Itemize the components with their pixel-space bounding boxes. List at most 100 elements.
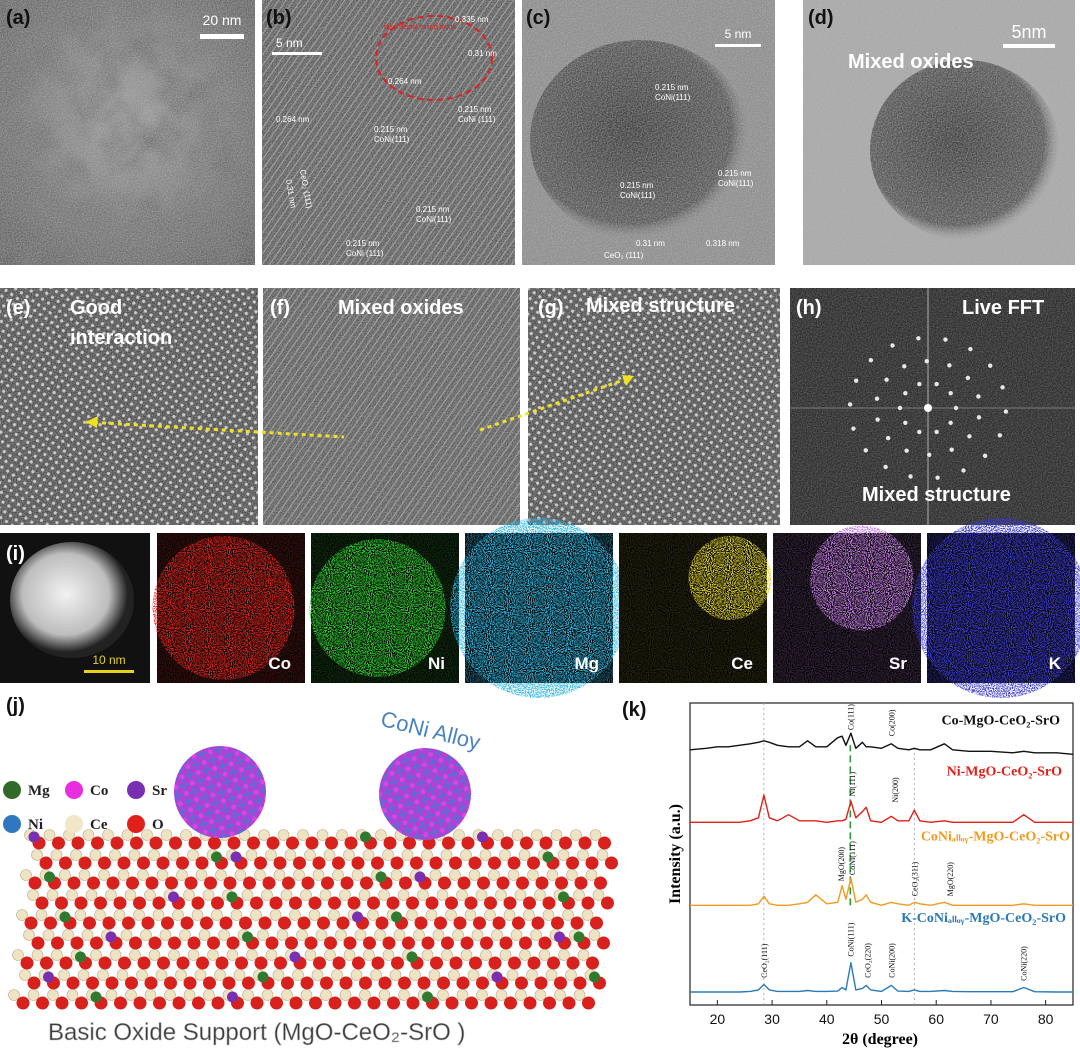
annotation: 0.335 nm: [455, 15, 489, 24]
atom: [145, 876, 159, 890]
panel-label: (h): [796, 297, 822, 319]
atom: [137, 856, 150, 870]
atom: [98, 956, 112, 970]
atom: [484, 909, 496, 921]
annotation: 0.215 nm: [620, 181, 654, 190]
atom: [434, 916, 447, 930]
atom: [406, 996, 420, 1010]
peak-label: Co(111): [846, 704, 855, 730]
atom: [413, 929, 425, 941]
arrow-head: [622, 375, 634, 386]
scale-bar: [272, 52, 322, 55]
atom: [526, 969, 538, 981]
atom: [42, 929, 55, 941]
peak-label: CoNi(111): [848, 841, 857, 875]
atom: [309, 996, 322, 1010]
atom: [242, 989, 254, 1001]
atom: [125, 989, 137, 1001]
atom: [601, 896, 614, 910]
atom: [573, 931, 585, 943]
peak-label: Co(200): [887, 709, 896, 736]
atom: [243, 876, 256, 890]
x-tick-label: 50: [874, 1011, 890, 1027]
atom: [382, 936, 396, 950]
atom: [527, 869, 539, 881]
atom: [320, 989, 332, 1001]
atom: [300, 976, 314, 990]
atom: [495, 889, 507, 901]
atom: [319, 889, 332, 901]
panel-label: (f): [270, 297, 290, 319]
atom: [126, 876, 139, 890]
atom: [300, 989, 313, 1001]
highlight-circle: [375, 15, 493, 101]
atom: [274, 956, 287, 970]
atom: [590, 916, 603, 930]
atom: [351, 869, 364, 881]
atom: [257, 929, 269, 941]
atom: [325, 836, 338, 850]
panel-label: (b): [266, 7, 292, 29]
atom: [375, 829, 387, 841]
eds-signal: [450, 518, 628, 698]
atom: [200, 916, 213, 930]
eds-blob: [450, 518, 628, 698]
scale-text: 20 nm: [203, 12, 242, 28]
atom: [403, 836, 416, 850]
atom: [215, 869, 227, 881]
atom: [176, 869, 188, 881]
atom: [484, 896, 497, 910]
atom: [348, 996, 361, 1010]
atom: [31, 949, 44, 961]
legend-swatch: [127, 781, 145, 799]
atom: [254, 956, 268, 970]
atom: [153, 996, 166, 1010]
panel-e: (e) Good interaction: [0, 288, 258, 525]
fft-spot: [961, 468, 966, 473]
atom: [491, 971, 503, 983]
atom: [585, 869, 598, 881]
atom: [555, 876, 568, 890]
atom: [284, 849, 297, 861]
atom: [534, 976, 548, 990]
atom: [91, 836, 104, 850]
atom: [397, 889, 410, 901]
atom: [281, 989, 293, 1001]
atom: [214, 969, 226, 981]
atom: [370, 969, 382, 981]
atom: [577, 849, 589, 861]
atom: [207, 949, 219, 961]
atom: [460, 849, 472, 861]
atom: [149, 836, 163, 850]
oxide-slab: [8, 829, 618, 1010]
atom: [530, 929, 542, 941]
atom: [164, 976, 177, 990]
atom: [350, 969, 363, 981]
atom: [293, 856, 306, 870]
atom: [77, 969, 90, 981]
atom: [471, 929, 484, 941]
panel-b: (b) 5 nm disordered mixed oxide 0.335 nm…: [262, 0, 515, 265]
fft-spot: [903, 390, 908, 396]
x-tick-label: 80: [1038, 1011, 1054, 1027]
atom: [266, 836, 280, 850]
atom: [125, 976, 138, 990]
atom: [105, 931, 117, 943]
atom: [227, 991, 238, 1003]
atom: [476, 976, 489, 990]
arrow-head: [86, 416, 98, 428]
scale-text: 10 nm: [92, 653, 125, 667]
peak-label: CoNi(220): [1020, 946, 1029, 981]
fft-spot: [988, 363, 993, 368]
atom: [588, 929, 601, 941]
y-axis-label: Intensity (a.u.): [667, 804, 684, 904]
atom: [148, 936, 162, 950]
atom: [324, 949, 336, 961]
atom: [359, 989, 371, 1001]
atom: [187, 936, 201, 950]
atom: [367, 896, 380, 910]
eds-maps: Co Ni Mg Ce Sr K: [152, 518, 1080, 698]
atom: [152, 909, 165, 921]
atom: [547, 956, 560, 970]
panel-i: (i) 10 nm Co Ni Mg Ce Sr K: [0, 518, 1080, 698]
